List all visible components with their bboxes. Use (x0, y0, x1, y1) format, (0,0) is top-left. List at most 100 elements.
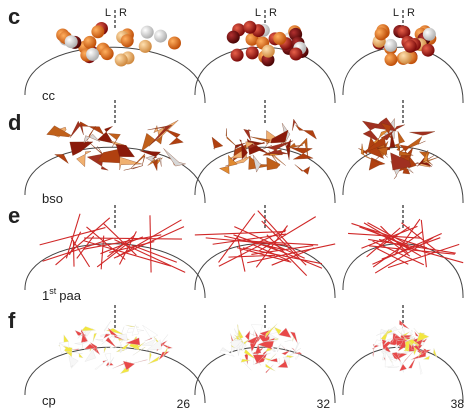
sphere (114, 53, 128, 67)
facet (290, 147, 314, 160)
patch (383, 329, 393, 336)
patch (278, 327, 292, 338)
facet (270, 129, 289, 144)
vector (131, 244, 177, 263)
facet (87, 126, 96, 141)
panel-letter: d (8, 110, 21, 135)
vector (401, 222, 437, 252)
sphere (422, 27, 436, 41)
patch (105, 336, 117, 348)
sphere (167, 36, 181, 50)
patch (80, 326, 96, 332)
facet (115, 144, 135, 158)
facet (130, 153, 146, 169)
patch (408, 357, 416, 369)
patch (281, 344, 289, 353)
facet (294, 164, 310, 175)
vector (242, 240, 319, 246)
facet (368, 157, 386, 171)
side-label: R (119, 7, 127, 19)
vector (271, 247, 315, 266)
vector (55, 217, 111, 266)
patch (65, 351, 83, 354)
patch (268, 358, 278, 363)
patch (372, 345, 375, 358)
facet (292, 118, 299, 131)
patch (92, 332, 97, 342)
patch (58, 341, 70, 349)
sphere (384, 38, 398, 52)
patch (294, 354, 301, 360)
facet (119, 156, 142, 171)
panel-label: bso (42, 191, 63, 206)
patch (387, 356, 397, 362)
patch (103, 346, 107, 354)
patch (263, 339, 279, 342)
facet (396, 145, 414, 156)
patch (68, 355, 79, 369)
patch (422, 355, 431, 360)
vector (114, 239, 186, 273)
vector (377, 226, 410, 249)
patch (80, 328, 89, 342)
patch (410, 343, 415, 351)
sphere (91, 25, 105, 39)
patch (265, 363, 276, 372)
panels (24, 10, 464, 404)
facet (284, 139, 291, 160)
facet (139, 150, 161, 160)
patch (70, 364, 74, 367)
patch (401, 323, 406, 334)
sphere (83, 35, 97, 49)
facet (296, 137, 308, 158)
facet (377, 146, 389, 158)
sphere (154, 29, 168, 43)
facet (252, 154, 262, 173)
patch (125, 337, 141, 346)
patch (125, 324, 139, 328)
patch (413, 345, 423, 355)
head-outline (342, 46, 464, 104)
vector (351, 222, 428, 249)
patch (247, 332, 256, 336)
patch (282, 356, 290, 366)
panel-label: cp (42, 393, 56, 408)
patch (106, 357, 114, 368)
vector (42, 237, 113, 262)
head-outline (194, 146, 336, 204)
vector (236, 247, 292, 263)
vector (218, 213, 256, 263)
patch (397, 337, 406, 352)
vector (251, 243, 290, 262)
patch (78, 352, 84, 359)
facet (266, 140, 294, 155)
facet (409, 131, 435, 136)
patch (131, 324, 139, 336)
patch (119, 344, 123, 353)
facet (414, 162, 432, 167)
patch (387, 366, 400, 368)
sphere (140, 25, 154, 39)
vector (70, 237, 91, 268)
patch (147, 355, 160, 365)
vector (149, 215, 152, 273)
facet (83, 133, 100, 144)
facet (54, 154, 69, 164)
patch (414, 331, 420, 337)
facet (219, 154, 238, 175)
panel-label: 1st paa (42, 286, 82, 303)
panel-label: cc (42, 88, 56, 103)
sphere (374, 27, 388, 41)
facet (97, 148, 121, 164)
side-label: L (393, 7, 399, 19)
patch (293, 352, 303, 355)
facet (163, 128, 184, 146)
patch (142, 324, 159, 339)
panel-letter: f (8, 308, 16, 333)
patch (273, 326, 282, 336)
patch (113, 334, 126, 341)
column-number: 26 (177, 397, 191, 411)
patch (220, 348, 230, 352)
vector (84, 237, 182, 240)
patch (392, 328, 403, 338)
